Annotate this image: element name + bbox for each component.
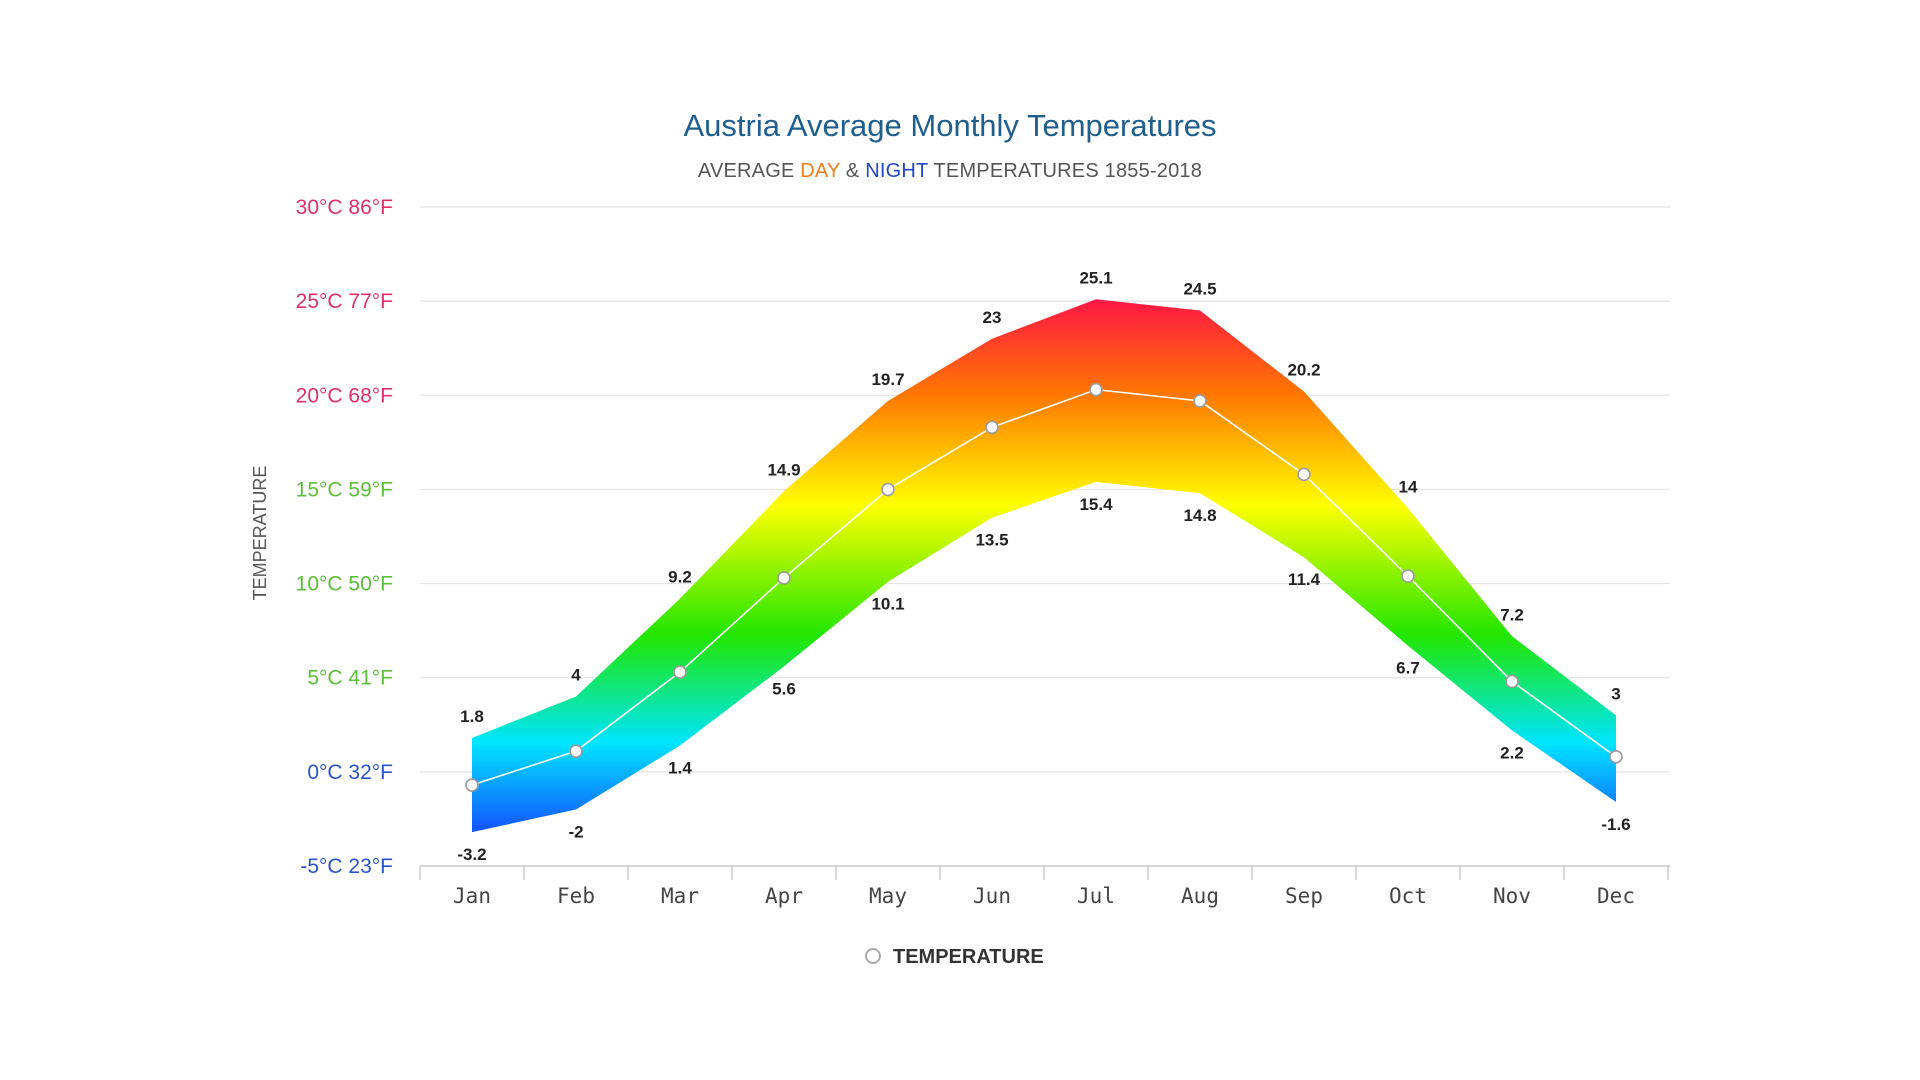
y-tick-label: 25°C 77°F [296, 290, 393, 313]
subtitle-amp: & [840, 160, 865, 182]
subtitle-prefix: AVERAGE [698, 160, 800, 182]
night-value-label: 2.2 [1500, 743, 1524, 762]
x-tick-label-feb: Feb [557, 884, 595, 908]
night-value-label: 1.4 [668, 758, 692, 777]
night-value-label: 15.4 [1079, 495, 1113, 514]
chart-title: Austria Average Monthly Temperatures [683, 108, 1216, 143]
temperature-point[interactable] [1609, 749, 1623, 764]
temperature-line [465, 382, 1623, 792]
day-value-label: 7.2 [1500, 605, 1524, 624]
chart-subtitle: AVERAGE DAY & NIGHT TEMPERATURES 1855-20… [698, 160, 1202, 182]
day-value-label: 1.8 [460, 707, 484, 726]
temperature-point[interactable] [569, 744, 583, 758]
night-value-label: 11.4 [1288, 570, 1321, 589]
day-value-label: 3 [1611, 684, 1620, 703]
day-value-label: 19.7 [871, 370, 904, 389]
x-tick-label-sep: Sep [1285, 884, 1323, 908]
legend-label: TEMPERATURE [893, 946, 1044, 968]
x-tick-label-may: May [869, 884, 907, 908]
night-value-label: -1.6 [1601, 815, 1630, 834]
night-value-label: -3.2 [457, 845, 486, 864]
y-tick-label: 15°C 59°F [296, 478, 393, 501]
day-night-range-area [472, 299, 1616, 833]
x-tick-label-dec: Dec [1597, 884, 1635, 908]
night-value-label: 13.5 [975, 531, 1008, 550]
x-tick-label-oct: Oct [1389, 884, 1427, 908]
night-value-label: 14.8 [1183, 506, 1216, 525]
day-value-label: 14.9 [767, 460, 800, 479]
night-value-label: 5.6 [772, 679, 796, 698]
y-axis-ticks: 30°C 86°F 25°C 77°F 20°C 68°F 15°C 59°F 10°C… [296, 196, 393, 878]
temperature-series-line [471, 388, 1617, 786]
temperature-point[interactable] [881, 482, 895, 497]
legend-marker-icon [865, 948, 881, 964]
subtitle-suffix: TEMPERATURES 1855-2018 [928, 160, 1202, 182]
y-tick-label: -5°C 23°F [300, 855, 393, 878]
temperature-point[interactable] [1297, 467, 1311, 482]
x-tick-label-nov: Nov [1493, 884, 1531, 908]
temperature-point[interactable] [1401, 569, 1415, 583]
day-value-label: 23 [983, 308, 1002, 327]
x-axis: Jan Feb Mar Apr May Jun Jul Aug Sep Oct Nov Dec [419, 865, 1670, 908]
day-value-label: 4 [571, 666, 581, 685]
day-value-label: 14 [1399, 477, 1418, 496]
legend[interactable]: TEMPERATURE [865, 946, 1044, 968]
temperature-point[interactable] [777, 571, 791, 585]
x-tick-label-jun: Jun [973, 884, 1011, 908]
y-tick-label: 0°C 32°F [307, 761, 393, 784]
temperature-point[interactable] [1089, 382, 1103, 397]
day-value-label: 9.2 [668, 568, 692, 587]
y-tick-label: 30°C 86°F [296, 196, 393, 219]
temperature-point[interactable] [1193, 394, 1207, 408]
day-value-label: 25.1 [1079, 268, 1112, 287]
subtitle-day: DAY [800, 160, 840, 182]
y-tick-label: 10°C 50°F [296, 573, 393, 596]
day-value-label: 20.2 [1287, 361, 1320, 380]
y-tick-label: 20°C 68°F [296, 384, 393, 407]
data-labels: 1.8 4 9.2 14.9 19.7 23 25.1 24.5 20.2 14 7.2 3 -3.2 -… [457, 268, 1630, 864]
temperature-point[interactable] [1505, 674, 1519, 689]
x-tick-label-jul: Jul [1077, 884, 1115, 908]
x-tick-label-aug: Aug [1181, 884, 1219, 908]
y-tick-label: 5°C 41°F [307, 667, 393, 690]
night-value-label: 10.1 [871, 595, 904, 614]
temperature-point[interactable] [985, 420, 999, 435]
temperature-point[interactable] [673, 665, 687, 679]
x-tick-label-apr: Apr [765, 884, 803, 908]
night-value-label: -2 [568, 823, 583, 842]
night-value-label: 6.7 [1396, 659, 1420, 678]
temperature-point[interactable] [465, 778, 479, 792]
x-tick-label-mar: Mar [661, 884, 699, 908]
y-axis-label: TEMPERATURE [250, 466, 270, 601]
x-tick-label-jan: Jan [453, 884, 491, 908]
subtitle-night: NIGHT [865, 160, 928, 182]
day-value-label: 24.5 [1183, 280, 1216, 299]
